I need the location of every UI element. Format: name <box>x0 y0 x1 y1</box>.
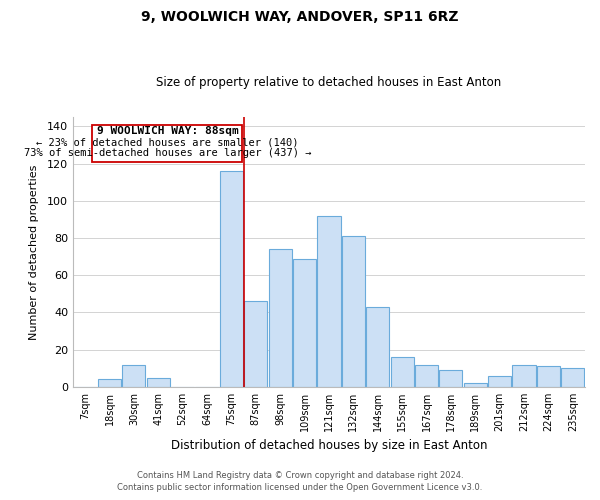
FancyBboxPatch shape <box>92 124 242 162</box>
Bar <box>317 216 341 387</box>
Bar <box>537 366 560 387</box>
Bar <box>122 364 145 387</box>
Bar <box>244 302 268 387</box>
Text: 9, WOOLWICH WAY, ANDOVER, SP11 6RZ: 9, WOOLWICH WAY, ANDOVER, SP11 6RZ <box>141 10 459 24</box>
Bar <box>98 380 121 387</box>
Title: Size of property relative to detached houses in East Anton: Size of property relative to detached ho… <box>157 76 502 90</box>
Text: 9 WOOLWICH WAY: 88sqm: 9 WOOLWICH WAY: 88sqm <box>97 126 238 136</box>
Y-axis label: Number of detached properties: Number of detached properties <box>29 164 38 340</box>
Bar <box>464 383 487 387</box>
Text: ← 23% of detached houses are smaller (140): ← 23% of detached houses are smaller (14… <box>36 137 299 147</box>
Bar <box>293 258 316 387</box>
Bar <box>488 376 511 387</box>
Bar <box>342 236 365 387</box>
Bar <box>561 368 584 387</box>
Bar <box>512 364 536 387</box>
Text: 73% of semi-detached houses are larger (437) →: 73% of semi-detached houses are larger (… <box>23 148 311 158</box>
Bar <box>391 357 414 387</box>
Bar <box>220 171 243 387</box>
Bar <box>366 307 389 387</box>
Text: Contains HM Land Registry data © Crown copyright and database right 2024.
Contai: Contains HM Land Registry data © Crown c… <box>118 471 482 492</box>
Bar <box>269 249 292 387</box>
X-axis label: Distribution of detached houses by size in East Anton: Distribution of detached houses by size … <box>171 440 487 452</box>
Bar <box>415 364 438 387</box>
Bar <box>439 370 463 387</box>
Bar <box>147 378 170 387</box>
